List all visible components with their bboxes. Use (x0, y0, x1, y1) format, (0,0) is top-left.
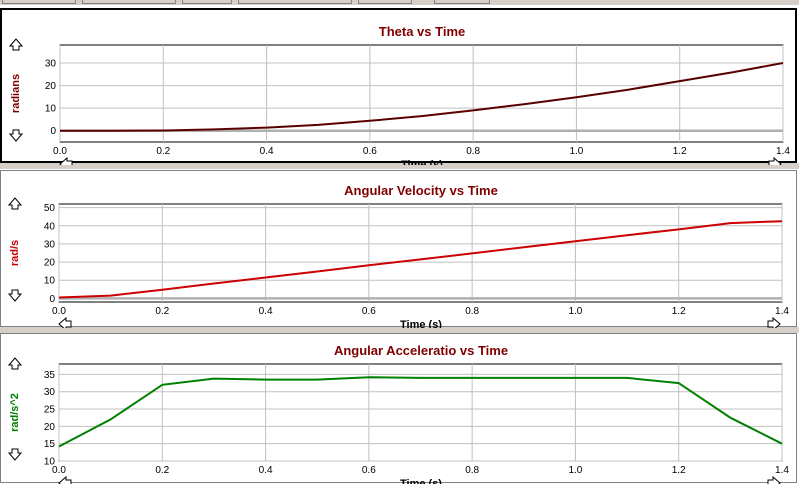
x-tick-label: 0.8 (465, 465, 479, 476)
y-axis-label: rad/s (9, 240, 21, 266)
x-tick-label: 0.8 (466, 146, 480, 157)
y-tick-label: 20 (44, 258, 56, 269)
x-tick-label: 1.0 (568, 306, 582, 317)
y-axis-label: rad/s^2 (9, 393, 21, 432)
chart-title: Theta vs Time (379, 24, 465, 39)
y-tick-label: 30 (45, 59, 57, 70)
chart-panel-3[interactable]: 0.0 0.2 0.4 0.6 0.8 1.0 1.2 1.4 10 15 20 25 30 35 Angu… (0, 333, 797, 489)
y-tick-label: 15 (44, 439, 56, 450)
y-tick-label: 35 (44, 370, 56, 381)
y-tick-label: 0 (49, 294, 55, 305)
x-tick-label: 1.0 (568, 465, 582, 476)
series-line (58, 376, 783, 448)
y-tick-label: 50 (44, 203, 56, 214)
x-tick-label: 0.0 (52, 306, 66, 317)
chart-panel-1[interactable]: 0.0 0.2 0.4 0.6 0.8 1.0 1.2 1.4 0 10 20 30 Theta vs … (0, 8, 797, 172)
scroll-up-icon[interactable] (8, 38, 24, 51)
x-tick-label: 0.2 (156, 146, 170, 157)
x-tick-label: 0.6 (362, 465, 376, 476)
x-tick-label: 1.4 (775, 465, 789, 476)
x-tick-label: 0.0 (53, 146, 67, 157)
x-tick-label: 1.2 (673, 146, 687, 157)
toolbar-button[interactable] (238, 0, 352, 4)
toolbar-button[interactable] (82, 0, 176, 4)
y-tick-label: 30 (44, 387, 56, 398)
chart-panel-2[interactable]: 0.0 0.2 0.4 0.6 0.8 1.0 1.2 1.4 0 10 20 30 40 50 Angul… (0, 170, 797, 332)
chart-svg: 0.0 0.2 0.4 0.6 0.8 1.0 1.2 1.4 0 10 20 30 Theta vs … (8, 24, 790, 172)
x-axis-label: Time (s) (400, 319, 442, 328)
x-tick-label: 0.2 (155, 306, 169, 317)
x-tick-label: 1.2 (672, 306, 686, 317)
scroll-left-icon[interactable] (58, 316, 72, 332)
x-axis-label: Time (s) (401, 159, 443, 165)
x-tick-label: 1.4 (775, 306, 789, 317)
x-tick-label: 0.4 (260, 146, 274, 157)
x-tick-label: 0.8 (465, 306, 479, 317)
scroll-up-icon[interactable] (7, 357, 23, 370)
toolbar-strip (0, 0, 799, 5)
y-tick-label: 0 (50, 126, 56, 137)
series-line (58, 220, 783, 299)
scroll-down-icon[interactable] (7, 448, 23, 461)
y-axis-label: radians (10, 74, 22, 113)
y-tick-label: 30 (44, 239, 56, 250)
y-tick-label: 20 (44, 422, 56, 433)
plot-area[interactable] (58, 363, 783, 462)
toolbar-button[interactable] (358, 0, 412, 4)
x-tick-label: 0.6 (362, 306, 376, 317)
plot-area[interactable] (58, 203, 783, 303)
x-tick-label: 0.2 (155, 465, 169, 476)
x-tick-label: 0.4 (259, 306, 273, 317)
toolbar-button[interactable] (434, 0, 490, 4)
panel-separator (0, 163, 799, 169)
series-line (60, 62, 784, 132)
chart-title: Angular Acceleratio vs Time (334, 343, 508, 358)
plot-area[interactable] (59, 44, 784, 143)
panel-separator (0, 327, 799, 333)
x-tick-label: 1.0 (569, 146, 583, 157)
chart-svg: 0.0 0.2 0.4 0.6 0.8 1.0 1.2 1.4 10 15 20 25 30 35 Angu… (7, 343, 789, 489)
y-tick-label: 10 (45, 104, 57, 115)
y-tick-label: 40 (44, 221, 56, 232)
scroll-right-icon[interactable] (768, 156, 782, 172)
y-tick-label: 10 (44, 457, 56, 468)
y-tick-label: 10 (44, 276, 56, 287)
scroll-left-icon[interactable] (59, 156, 73, 172)
chart-svg: 0.0 0.2 0.4 0.6 0.8 1.0 1.2 1.4 0 10 20 30 40 50 Angul… (7, 183, 789, 332)
scroll-right-icon[interactable] (767, 316, 781, 332)
y-tick-label: 20 (45, 81, 57, 92)
x-tick-label: 0.0 (52, 465, 66, 476)
x-tick-label: 0.4 (259, 465, 273, 476)
x-tick-label: 0.6 (363, 146, 377, 157)
toolbar-button[interactable] (182, 0, 232, 4)
scroll-down-icon[interactable] (8, 129, 24, 142)
x-tick-label: 1.2 (672, 465, 686, 476)
scroll-up-icon[interactable] (7, 197, 23, 210)
x-tick-label: 1.4 (776, 146, 790, 157)
y-tick-label: 25 (44, 405, 56, 416)
scroll-down-icon[interactable] (7, 289, 23, 302)
x-axis-label: Time (s) (400, 478, 442, 484)
chart-title: Angular Velocity vs Time (344, 183, 498, 198)
toolbar-button[interactable] (2, 0, 76, 4)
